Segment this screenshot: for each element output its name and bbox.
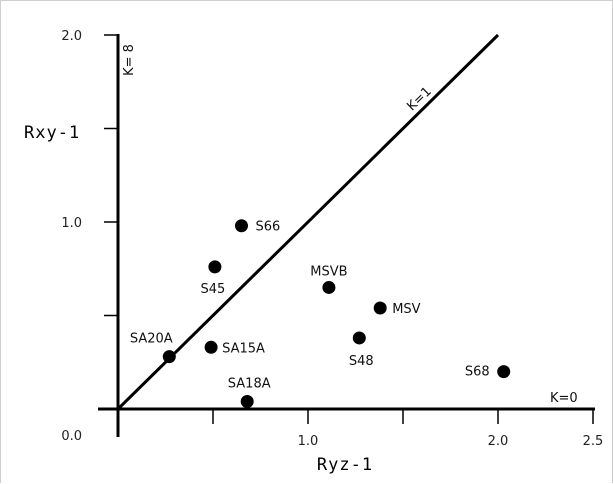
k1-reference-line bbox=[116, 33, 500, 411]
data-point-sa20a bbox=[162, 350, 176, 364]
point-label-s66: S66 bbox=[256, 220, 281, 235]
data-points: S66 S45 MSVB MSV S48 SA20A SA15A SA18A S68 bbox=[130, 219, 511, 409]
x-ticks bbox=[212, 408, 594, 424]
data-point-sa15a bbox=[204, 340, 218, 354]
data-point-msv bbox=[373, 301, 387, 315]
x-tick-label: 2.0 bbox=[488, 434, 509, 449]
data-point-msvb bbox=[322, 280, 336, 294]
point-label-s68: S68 bbox=[465, 365, 490, 380]
k0-line-label: K=0 bbox=[550, 391, 578, 406]
point-label-sa15a: SA15A bbox=[222, 341, 265, 356]
point-label-s45: S45 bbox=[201, 282, 226, 297]
point-label-sa20a: SA20A bbox=[130, 332, 173, 347]
k-infinity-line-label: K= 8 bbox=[122, 44, 137, 76]
point-label-sa18a: SA18A bbox=[228, 377, 271, 392]
data-point-s68 bbox=[497, 365, 511, 379]
point-label-msv: MSV bbox=[392, 302, 420, 317]
origin-label: 0.0 bbox=[61, 429, 82, 444]
data-point-s45 bbox=[208, 260, 222, 274]
data-point-sa18a bbox=[240, 395, 254, 409]
x-tick-label: 2.5 bbox=[583, 434, 604, 449]
x-tick-label: 1.0 bbox=[298, 434, 319, 449]
y-tick-label: 2.0 bbox=[61, 29, 82, 44]
x-tick-labels: 1.0 2.0 2.5 bbox=[298, 434, 604, 449]
point-label-s48: S48 bbox=[349, 354, 374, 369]
point-label-msvb: MSVB bbox=[310, 264, 347, 279]
y-ticks bbox=[104, 34, 119, 317]
y-tick-label: 1.0 bbox=[61, 216, 82, 231]
k1-line-label: K=1 bbox=[404, 84, 434, 114]
y-tick-labels: 1.0 2.0 bbox=[61, 29, 82, 231]
x-axis-title: Ryz-1 bbox=[317, 455, 373, 475]
data-point-s48 bbox=[352, 331, 366, 345]
y-axis-title: Rxy-1 bbox=[24, 123, 80, 143]
data-point-s66 bbox=[235, 219, 248, 233]
